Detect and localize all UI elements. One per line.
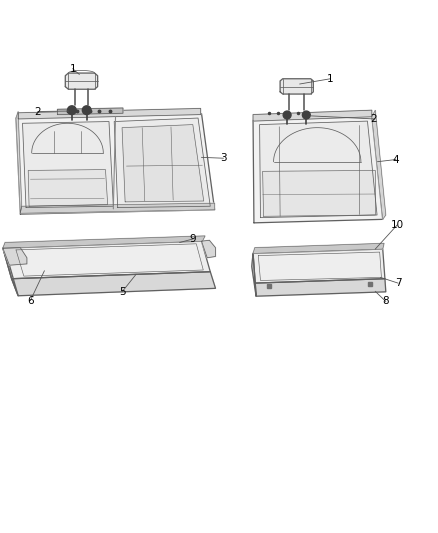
Polygon shape — [255, 279, 386, 296]
Text: 3: 3 — [220, 153, 227, 163]
Polygon shape — [65, 73, 98, 89]
Polygon shape — [253, 110, 372, 121]
Circle shape — [82, 106, 91, 115]
Polygon shape — [201, 240, 215, 258]
Polygon shape — [20, 203, 215, 213]
Text: 8: 8 — [382, 296, 389, 306]
Polygon shape — [253, 244, 384, 253]
Polygon shape — [263, 171, 375, 216]
Text: 2: 2 — [371, 114, 377, 124]
Polygon shape — [16, 111, 21, 213]
Text: 6: 6 — [27, 296, 34, 305]
Polygon shape — [3, 248, 27, 265]
Text: 2: 2 — [35, 107, 41, 117]
Text: 4: 4 — [392, 155, 399, 165]
Text: 9: 9 — [190, 234, 196, 244]
Polygon shape — [22, 122, 113, 207]
Polygon shape — [3, 241, 210, 279]
Circle shape — [302, 111, 310, 119]
Polygon shape — [28, 169, 108, 206]
Polygon shape — [16, 114, 215, 214]
Polygon shape — [372, 110, 386, 220]
Text: 10: 10 — [391, 220, 404, 230]
Text: 1: 1 — [69, 64, 76, 74]
Text: 7: 7 — [395, 278, 401, 288]
Polygon shape — [3, 236, 205, 248]
Polygon shape — [280, 79, 313, 94]
Polygon shape — [253, 249, 385, 283]
Polygon shape — [3, 248, 18, 296]
Polygon shape — [122, 125, 204, 202]
Circle shape — [67, 106, 76, 115]
Polygon shape — [57, 108, 123, 115]
Polygon shape — [114, 118, 210, 207]
Polygon shape — [253, 116, 383, 223]
Polygon shape — [12, 272, 215, 296]
Polygon shape — [260, 121, 377, 217]
Polygon shape — [18, 108, 201, 119]
Text: 5: 5 — [119, 287, 125, 297]
Polygon shape — [252, 253, 256, 296]
Text: 1: 1 — [327, 74, 334, 84]
Circle shape — [283, 111, 291, 119]
